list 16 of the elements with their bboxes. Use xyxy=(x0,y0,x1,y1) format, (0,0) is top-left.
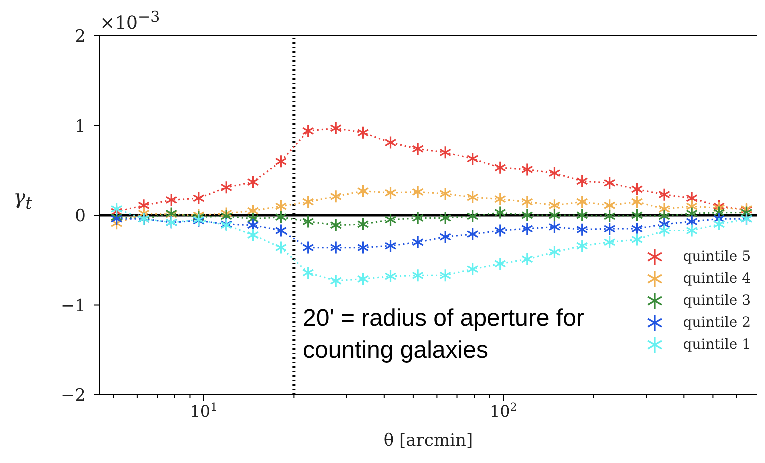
y-axis-title: γ$_{t}$ xyxy=(12,185,34,213)
legend-label: quintile 3 xyxy=(683,293,751,309)
y-tick-label: 0 xyxy=(75,206,86,226)
legend-label: quintile 4 xyxy=(683,271,751,287)
legend-label: quintile 5 xyxy=(683,249,751,265)
x-tick-label: 10$^{2}$ xyxy=(490,400,518,421)
y-tick-label: −1 xyxy=(60,296,86,316)
x-axis-title: θ [arcmin] xyxy=(384,431,474,451)
text: ×10$^{−3}$ xyxy=(100,8,160,34)
legend-label: quintile 1 xyxy=(683,337,751,353)
y-tick-label: 2 xyxy=(75,27,86,47)
ref-line-label: 20' = radius of aperture for counting galaxies xyxy=(303,304,586,366)
x-tick-label: 10$^{1}$ xyxy=(190,400,218,421)
y-tick-label: −2 xyxy=(60,386,86,406)
y-tick-label: 1 xyxy=(75,116,86,137)
legend-label: quintile 2 xyxy=(683,315,751,331)
